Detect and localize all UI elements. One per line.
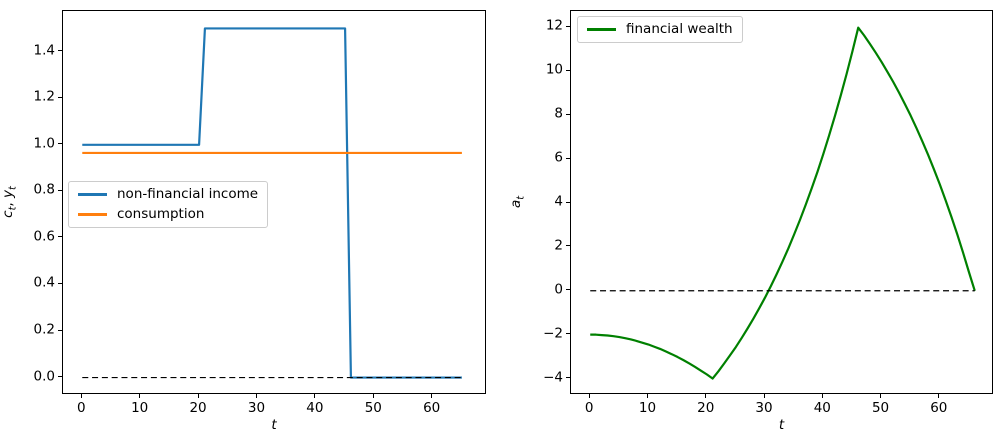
y-tick-mark [566,157,570,159]
y-tick-mark [58,96,62,98]
x-tick-label: 40 [813,400,831,416]
x-axis-label: t [778,417,785,433]
x-tick-label: 50 [364,400,382,416]
x-tick-label: 50 [871,400,890,416]
legend-entry-consumption: consumption [78,206,258,223]
y-tick-label: −4 [543,369,563,386]
x-axis-label: t [271,417,277,433]
y-tick-mark [566,25,570,27]
wealth-line-sample [587,28,616,31]
y-tick-mark [58,236,62,238]
x-tick-mark [431,394,433,398]
left-plot-axes [62,10,486,394]
y-tick-label: 1.0 [33,135,55,152]
y-tick-label: 0.8 [33,181,55,198]
y-tick-label: 8 [554,105,563,122]
x-tick-label: 20 [189,400,207,416]
y-tick-label: −2 [543,325,563,342]
y-tick-label: 0 [554,281,563,298]
x-tick-mark [372,394,374,398]
left-plot-legend: non-financial income consumption [68,181,269,228]
y-tick-mark [58,50,62,52]
y-tick-label: 0.4 [33,274,55,291]
y-tick-label: 12 [545,17,563,34]
right-plot-axes [570,10,993,394]
legend-label-income: non-financial income [117,186,259,202]
y-tick-mark [58,329,62,331]
y-tick-mark [58,143,62,145]
y-tick-mark [58,376,62,378]
y-tick-mark [566,245,570,247]
y-tick-label: 2 [554,237,563,254]
right-plot-legend: financial wealth [577,16,743,43]
legend-entry-income: non-financial income [78,186,258,203]
consumption-line-sample [78,213,107,216]
income-line-sample [78,193,107,196]
x-tick-label: 60 [423,400,441,416]
y-axis-label: ct, yt [0,186,19,218]
x-tick-label: 10 [131,400,149,416]
y-tick-label: 1.4 [33,42,55,59]
x-tick-label: 60 [930,400,948,416]
x-tick-mark [197,394,199,398]
x-tick-label: 0 [76,400,86,416]
legend-label-wealth: financial wealth [626,21,733,37]
y-tick-mark [566,69,570,71]
series-financial-wealth [590,26,976,380]
x-tick-mark [705,394,707,398]
y-axis-label: at [508,195,527,209]
y-tick-mark [566,201,570,203]
x-tick-mark [938,394,940,398]
y-tick-label: 0.2 [33,321,55,338]
x-tick-mark [314,394,316,398]
x-tick-label: 40 [306,400,324,416]
plot-canvas [82,27,462,379]
plot-canvas [590,26,976,380]
y-tick-label: 1.2 [33,88,55,105]
legend-entry-wealth: financial wealth [587,21,733,38]
y-tick-label: 0.6 [33,228,55,245]
x-tick-mark [880,394,882,398]
y-tick-mark [58,282,62,284]
x-tick-label: 10 [638,400,657,416]
x-tick-mark [255,394,257,398]
x-tick-mark [588,394,590,398]
x-tick-mark [139,394,141,398]
y-tick-mark [566,289,570,291]
y-tick-label: 0.0 [33,368,55,385]
y-tick-mark [566,377,570,379]
x-tick-mark [646,394,648,398]
x-tick-mark [821,394,823,398]
y-tick-mark [58,189,62,191]
y-tick-mark [566,333,570,335]
y-tick-mark [566,113,570,115]
x-tick-label: 20 [697,400,715,416]
y-tick-label: 6 [554,149,563,166]
y-tick-label: 4 [554,193,563,210]
x-tick-mark [80,394,82,398]
x-tick-mark [763,394,765,398]
x-tick-label: 30 [755,400,773,416]
x-tick-label: 30 [247,400,266,416]
x-tick-label: 0 [584,400,594,416]
legend-label-consumption: consumption [117,206,205,222]
y-tick-label: 10 [545,61,563,78]
